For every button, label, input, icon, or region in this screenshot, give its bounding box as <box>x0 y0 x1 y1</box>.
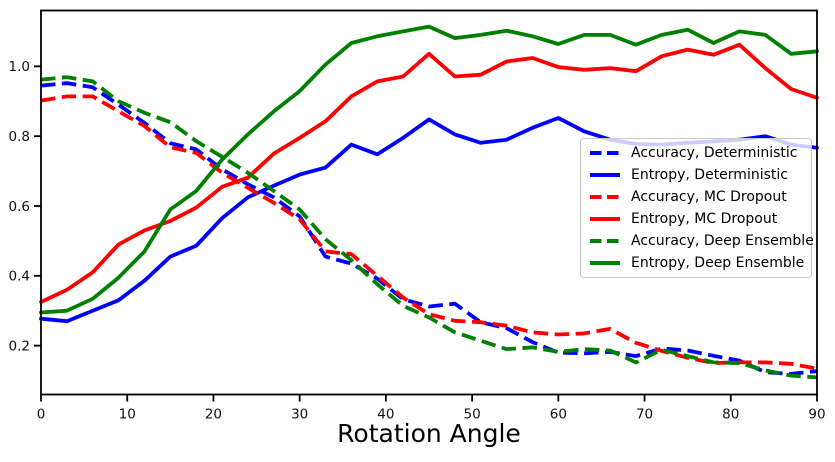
series-entropy-deep-ensemble <box>39 24 819 315</box>
legend-item-entropy-deep-ensemble: Entropy, Deep Ensemble <box>589 252 811 273</box>
y-tick-label: 0.6 <box>9 199 30 215</box>
x-tick-label: 30 <box>291 407 308 423</box>
solid-line-swatch <box>590 216 620 221</box>
series-accuracy-deep-ensemble <box>40 75 818 380</box>
x-tick-label: 40 <box>377 407 394 423</box>
x-tick-label: 90 <box>808 407 825 423</box>
legend-label: Accuracy, Deep Ensemble <box>631 232 814 249</box>
dashed-line-swatch <box>590 195 620 200</box>
legend-label: Entropy, MC Dropout <box>631 210 778 227</box>
solid-line-swatch <box>590 260 620 265</box>
legend-item-accuracy-mc-dropout: Accuracy, MC Dropout <box>589 187 811 208</box>
x-tick-label: 70 <box>636 407 653 423</box>
legend-item-entropy-deterministic: Entropy, Deterministic <box>589 165 811 186</box>
series-accuracy-deterministic <box>40 81 818 376</box>
plot-frame <box>40 9 818 396</box>
legend-item-accuracy-deterministic: Accuracy, Deterministic <box>589 143 811 164</box>
y-tick-label: 0.2 <box>9 338 30 354</box>
legend-item-entropy-mc-dropout: Entropy, MC Dropout <box>589 208 811 229</box>
series-entropy-mc-dropout <box>39 42 819 304</box>
legend-item-accuracy-deep-ensemble: Accuracy, Deep Ensemble <box>589 230 814 251</box>
x-tick-label: 0 <box>37 407 46 423</box>
dashed-line-swatch <box>590 151 620 156</box>
x-tick-label: 10 <box>119 407 136 423</box>
legend-label: Accuracy, Deterministic <box>631 145 798 162</box>
x-tick-label: 20 <box>205 407 222 423</box>
x-tick-label: 80 <box>722 407 739 423</box>
legend-label: Entropy, Deep Ensemble <box>631 254 805 271</box>
y-tick-label: 1.0 <box>9 59 30 75</box>
x-tick-label: 60 <box>550 407 567 423</box>
legend-label: Entropy, Deterministic <box>631 167 788 184</box>
solid-line-swatch <box>590 173 620 178</box>
legend: Accuracy, Deterministic Entropy, Determin… <box>580 138 814 278</box>
x-tick-label: 50 <box>464 407 481 423</box>
y-tick-label: 0.4 <box>9 269 30 285</box>
legend-label: Accuracy, MC Dropout <box>631 189 787 206</box>
y-tick-label: 0.8 <box>9 129 30 145</box>
x-axis-label: Rotation Angle <box>337 419 521 448</box>
dashed-line-swatch <box>590 238 620 243</box>
